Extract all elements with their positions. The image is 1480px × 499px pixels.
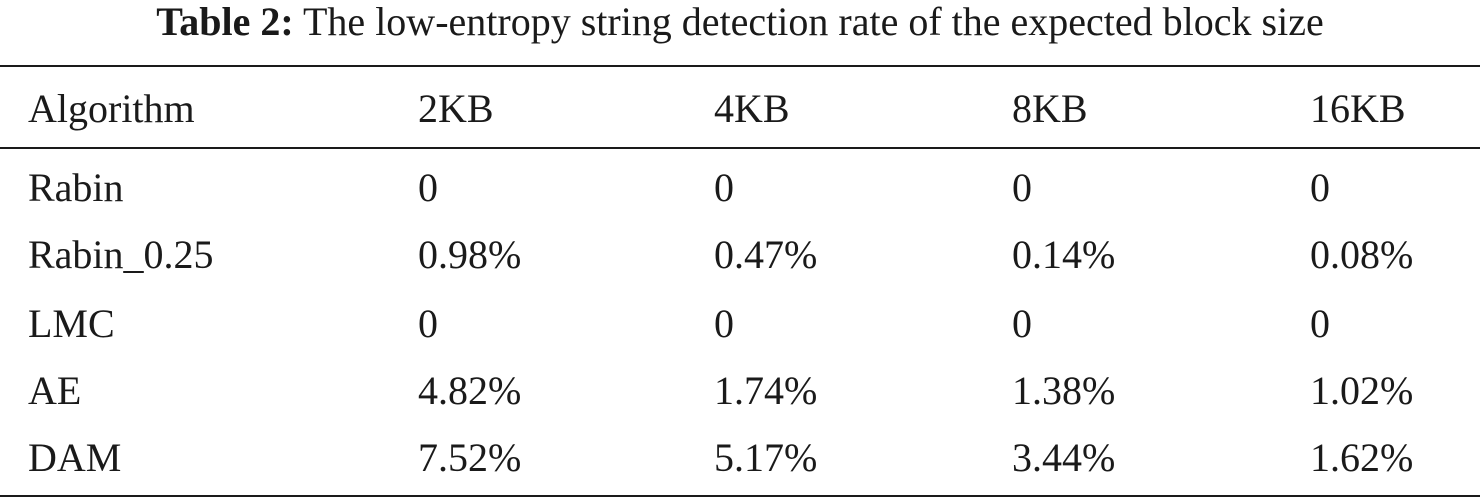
table-row: LMC 0 0 0 0 — [0, 291, 1480, 357]
row-label-cell: Rabin — [28, 165, 124, 210]
row-label-cell: AE — [28, 368, 82, 413]
table-row: AE 4.82% 1.74% 1.38% 1.02% — [0, 358, 1480, 424]
table-cell: 0 — [714, 165, 734, 210]
caption-label: Table 2: — [156, 0, 294, 44]
table-cell: 0 — [1310, 301, 1330, 346]
table-cell: 0 — [418, 301, 438, 346]
table-row: Rabin_0.25 0.98% 0.47% 0.14% 0.08% — [0, 222, 1480, 288]
table-cell: 0 — [418, 165, 438, 210]
header-cell-8kb: 8KB — [1012, 86, 1088, 131]
row-label-cell: Rabin_0.25 — [28, 232, 214, 277]
table-cell: 7.52% — [418, 435, 522, 480]
header-cell-4kb: 4KB — [714, 86, 790, 131]
table-header-rule — [0, 147, 1480, 149]
row-label-cell: LMC — [28, 301, 115, 346]
table-cell: 1.62% — [1310, 435, 1414, 480]
row-label-cell: DAM — [28, 435, 122, 480]
table-top-rule — [0, 65, 1480, 67]
header-cell-2kb: 2KB — [418, 86, 494, 131]
table-cell: 1.74% — [714, 368, 818, 413]
table-cell: 0.47% — [714, 232, 818, 277]
table-cell: 0 — [1012, 301, 1032, 346]
table-cell: 0 — [1310, 165, 1330, 210]
table-cell: 0.98% — [418, 232, 522, 277]
table-bottom-rule — [0, 495, 1480, 497]
header-cell-16kb: 16KB — [1310, 86, 1406, 131]
caption-text: The low-entropy string detection rate of… — [303, 0, 1324, 44]
table-cell: 0.14% — [1012, 232, 1116, 277]
table-cell: 0 — [1012, 165, 1032, 210]
table-header-row: Algorithm 2KB 4KB 8KB 16KB — [0, 76, 1480, 142]
table-cell: 0 — [714, 301, 734, 346]
table-cell: 0.08% — [1310, 232, 1414, 277]
table-cell: 1.38% — [1012, 368, 1116, 413]
table-cell: 1.02% — [1310, 368, 1414, 413]
header-cell-algorithm: Algorithm — [28, 86, 195, 131]
table-row: DAM 7.52% 5.17% 3.44% 1.62% — [0, 425, 1480, 491]
table-row: Rabin 0 0 0 0 — [0, 155, 1480, 221]
table-cell: 3.44% — [1012, 435, 1116, 480]
table-cell: 5.17% — [714, 435, 818, 480]
table-cell: 4.82% — [418, 368, 522, 413]
table-caption: Table 2: The low-entropy string detectio… — [0, 0, 1480, 44]
